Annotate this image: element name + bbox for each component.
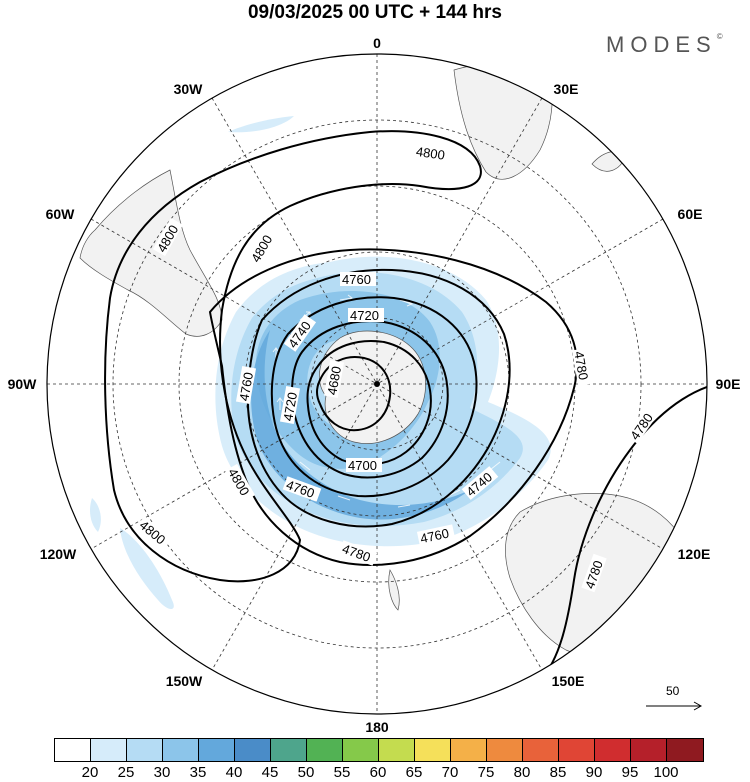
lon-label-90w: 90W [8, 376, 38, 392]
contour-4680 [316, 356, 392, 432]
wind-speed-colorbar [54, 738, 704, 762]
colorbar-tick-label: 75 [477, 764, 495, 781]
colorbar-tick-label: 55 [333, 764, 351, 781]
contour-4800-outer [104, 130, 482, 583]
contour-4760 [246, 268, 511, 528]
colorbar-tick-label: 25 [117, 764, 135, 781]
lon-label-30w: 30W [174, 81, 204, 97]
contour-label-4760-w: 4760 [236, 371, 256, 402]
wind-reference-label: 50 [666, 684, 680, 698]
height-contours [104, 130, 707, 714]
map-disk [47, 54, 707, 714]
contour-label-4680: 4680 [324, 365, 344, 396]
colorbar-tick-label: 70 [441, 764, 459, 781]
contour-label-4720-n: 4720 [350, 308, 379, 323]
colorbar-swatch [307, 739, 343, 761]
lon-label-150e: 150E [552, 673, 585, 689]
wind-shade-patch-sw [120, 528, 174, 609]
lon-label-120e: 120E [678, 546, 711, 562]
wind-shade-jet [251, 330, 470, 520]
colorbar-swatch [631, 739, 667, 761]
wind-reference-vector: 50 [640, 684, 710, 714]
contour-label-4780-e: 4780 [571, 350, 591, 381]
contour-4740 [270, 296, 478, 498]
colorbar-swatch [271, 739, 307, 761]
colorbar-swatch [559, 739, 595, 761]
lon-label-90e: 90E [716, 376, 741, 392]
wind-shade-patch-sw2 [90, 498, 101, 532]
lon-label-180: 180 [365, 719, 389, 735]
africa [453, 63, 553, 180]
colorbar-swatch [199, 739, 235, 761]
new-zealand [388, 569, 400, 611]
map-boundary [46, 53, 708, 715]
colorbar-tick-label: 20 [81, 764, 99, 781]
colorbar-tick-label: 90 [585, 764, 603, 781]
wind-vectors [272, 294, 501, 508]
colorbar-tick-label: 50 [297, 764, 315, 781]
colorbar-tick-label: 85 [549, 764, 567, 781]
colorbar-swatch [415, 739, 451, 761]
colorbar-swatch [595, 739, 631, 761]
contour-label-4700: 4700 [348, 458, 377, 473]
modes-logo: MODES© [606, 32, 723, 58]
colorbar-tick-label: 95 [621, 764, 639, 781]
logo-text: MODES [606, 32, 717, 57]
colorbar-swatch [343, 739, 379, 761]
contour-label-4760-n: 4760 [342, 272, 371, 287]
colorbar-swatch [127, 739, 163, 761]
lon-label-60w: 60W [46, 206, 76, 222]
colorbar-swatch [667, 739, 703, 761]
longitude-labels: 0 30E 60E 90E 120E 150E 180 150W 120W 90… [8, 35, 741, 735]
colorbar-swatch [451, 739, 487, 761]
contour-4780 [208, 248, 578, 566]
colorbar-swatch [235, 739, 271, 761]
colorbar-tick-label: 45 [261, 764, 279, 781]
colorbar-tick-label: 30 [153, 764, 171, 781]
antarctica [319, 330, 426, 444]
contour-4700 [306, 340, 432, 466]
lon-label-60e: 60E [678, 206, 703, 222]
lon-label-30e: 30E [554, 81, 579, 97]
colorbar-tick-label: 60 [369, 764, 387, 781]
contour-label-4800-n: 4800 [415, 144, 446, 163]
map-title: 09/03/2025 00 UTC + 144 hrs [247, 2, 503, 23]
colorbar-swatch [163, 739, 199, 761]
colorbar-swatch [55, 739, 91, 761]
colorbar-labels: 20 25 30 35 40 45 50 55 60 65 70 75 80 85 90 95 100 [54, 764, 702, 782]
south-america [79, 169, 223, 337]
lon-label-0: 0 [373, 35, 381, 51]
colorbar-swatch [487, 739, 523, 761]
colorbar-tick-label: 100 [653, 764, 679, 781]
colorbar-tick-label: 80 [513, 764, 531, 781]
south-pole-marker [374, 381, 380, 387]
colorbar-swatch [91, 739, 127, 761]
colorbar-swatch [379, 739, 415, 761]
colorbar-tick-label: 40 [225, 764, 243, 781]
contour-label-4720-w: 4720 [280, 391, 300, 422]
colorbar-swatch [523, 739, 559, 761]
lon-label-120w: 120W [40, 546, 77, 562]
wind-shade-patch-n [228, 116, 294, 133]
logo-mark: © [716, 32, 723, 41]
lon-label-150w: 150W [166, 673, 203, 689]
colorbar-tick-label: 35 [189, 764, 207, 781]
contour-label-4760-se: 4760 [419, 525, 450, 546]
contour-value-labels: 4800 4800 4800 4800 4800 4780 4780 4780 … [135, 144, 659, 593]
colorbar-tick-label: 65 [405, 764, 423, 781]
